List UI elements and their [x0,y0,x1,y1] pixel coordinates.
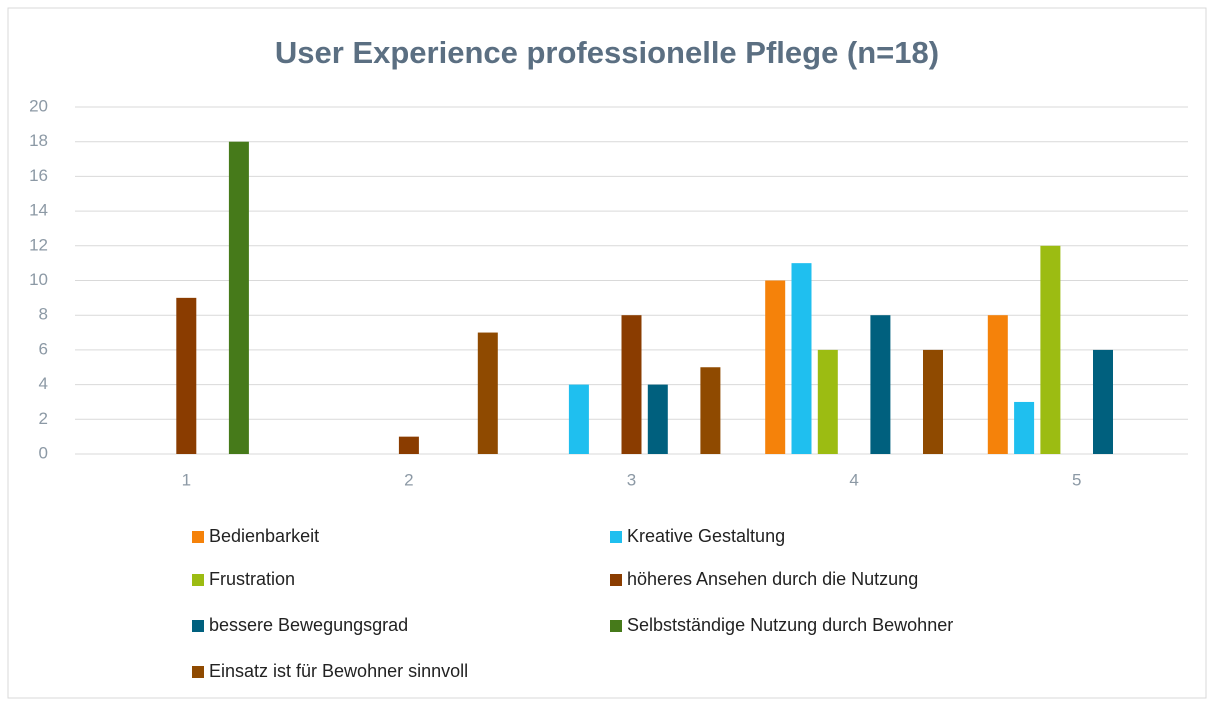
y-tick-label: 2 [39,409,48,428]
y-tick-label: 10 [29,270,48,289]
bar [923,349,943,454]
chart-title: User Experience professionelle Pflege (n… [275,35,939,70]
legend-label: höheres Ansehen durch die Nutzung [627,569,918,589]
y-tick-label: 16 [29,166,48,185]
x-tick-label: 5 [1072,470,1081,489]
legend-swatch [192,574,204,586]
bar [228,141,249,454]
y-tick-label: 8 [39,305,48,324]
legend-label: Kreative Gestaltung [627,526,785,546]
y-tick-label: 6 [39,339,48,358]
bar [765,280,786,454]
legend-label: bessere Bewegungsgrad [209,615,408,635]
bar [477,332,498,454]
bar [870,315,891,454]
y-tick-label: 4 [39,374,48,393]
legend-swatch [610,574,622,586]
bar [621,315,642,454]
bar [568,384,589,454]
bar [398,436,419,454]
y-tick-label: 14 [29,201,48,220]
legend-swatch [610,531,622,543]
legend-label: Bedienbarkeit [209,526,319,546]
bar [1040,245,1061,454]
bar [791,263,812,454]
y-tick-label: 18 [29,131,48,150]
bar [817,349,838,454]
bar [1093,349,1113,454]
bar [647,384,668,454]
bar [987,315,1008,454]
legend-swatch [610,620,622,632]
legend-swatch [192,531,204,543]
legend-label: Selbstständige Nutzung durch Bewohner [627,615,953,635]
legend-swatch [192,620,204,632]
x-tick-label: 3 [627,470,636,489]
bar [700,367,721,454]
y-tick-label: 20 [29,96,48,115]
y-tick-label: 12 [29,235,48,254]
legend-label: Einsatz ist für Bewohner sinnvoll [209,661,468,681]
x-tick-label: 1 [182,470,191,489]
x-tick-label: 2 [404,470,413,489]
y-tick-label: 0 [39,443,48,462]
legend-swatch [192,666,204,678]
bar [176,297,197,454]
legend-label: Frustration [209,569,295,589]
bar [1014,401,1035,454]
x-tick-label: 4 [849,470,858,489]
